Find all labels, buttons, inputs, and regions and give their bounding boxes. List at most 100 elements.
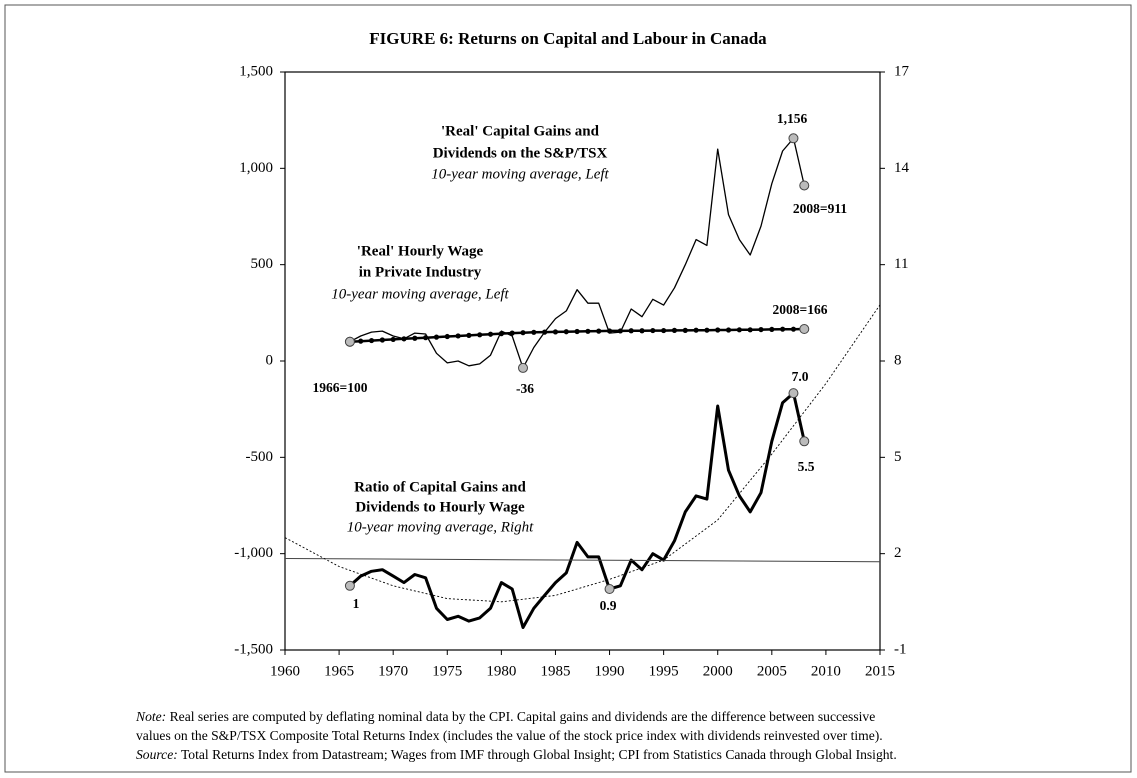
annotation: 'Real' Hourly Wage	[357, 243, 484, 259]
x-tick-label: 1970	[378, 663, 408, 679]
series-line	[349, 137, 805, 369]
series-line	[284, 558, 881, 563]
point	[758, 326, 764, 333]
point	[661, 327, 667, 334]
annotation: in Private Industry	[359, 264, 482, 280]
y-tick-label: -500	[246, 449, 274, 465]
point	[650, 327, 656, 334]
note-line: Real series are computed by deflating no…	[170, 709, 876, 724]
point	[693, 327, 699, 333]
y-tick-label: 500	[251, 256, 274, 272]
annotation: Ratio of Capital Gains and	[354, 479, 526, 495]
point	[596, 328, 602, 334]
point	[574, 328, 580, 335]
point	[487, 331, 494, 337]
x-tick-label: 1980	[486, 663, 516, 679]
point	[790, 326, 797, 332]
highlight-point	[788, 133, 799, 144]
highlight-point	[788, 388, 799, 399]
annotation: 10-year moving average, Left	[431, 166, 609, 182]
annotation: 2008=911	[793, 201, 847, 216]
point	[379, 337, 385, 343]
y2-tick-label: 2	[894, 545, 902, 561]
annotation: Dividends to Hourly Wage	[355, 499, 525, 515]
annotation: 2008=166	[773, 302, 828, 317]
point	[628, 328, 634, 334]
x-tick-label: 1965	[324, 663, 354, 679]
highlight-point	[799, 436, 810, 447]
point	[423, 335, 429, 341]
point	[682, 327, 688, 333]
point	[390, 336, 396, 343]
highlight-point	[344, 580, 355, 591]
point	[477, 332, 483, 338]
y-tick-label: 1,500	[239, 63, 273, 79]
highlight-point	[344, 336, 355, 347]
point	[509, 330, 515, 336]
point	[455, 333, 461, 339]
annotation: 5.5	[798, 459, 815, 474]
annotation: 10-year moving average, Left	[331, 286, 509, 302]
source: Source: Total Returns Index from Datastr…	[136, 747, 897, 762]
point	[444, 333, 450, 340]
point	[769, 326, 775, 333]
point	[617, 328, 623, 334]
note-line: values on the S&P/TSX Composite Total Re…	[136, 728, 883, 744]
annotation: Dividends on the S&P/TSX	[433, 145, 608, 161]
y2-tick-label: 14	[894, 160, 910, 176]
x-tick-label: 2015	[865, 663, 895, 679]
y-tick-label: 1,000	[239, 160, 273, 176]
point	[412, 335, 418, 341]
highlight-point	[518, 362, 528, 373]
series-line	[284, 304, 881, 603]
x-tick-label: 2010	[811, 663, 841, 679]
y-tick-label: -1,000	[234, 545, 273, 561]
point	[368, 337, 375, 344]
annotation: -36	[516, 381, 534, 396]
annotation: 7.0	[792, 369, 809, 384]
point	[531, 329, 537, 335]
x-tick-label: 2000	[703, 663, 733, 679]
y2-tick-label: 17	[894, 63, 910, 79]
point	[401, 336, 407, 342]
point	[563, 329, 569, 335]
y2-tick-label: 8	[894, 352, 902, 368]
point	[780, 326, 786, 332]
x-tick-label: 1960	[270, 663, 300, 679]
annotation: 0.9	[600, 598, 617, 613]
point	[725, 327, 732, 333]
point	[542, 329, 548, 335]
x-tick-label: 2005	[757, 663, 787, 679]
point	[552, 329, 559, 335]
point	[736, 327, 742, 333]
chart-title: FIGURE 6: Returns on Capital and Labour …	[369, 29, 767, 48]
x-tick-label: 1975	[432, 663, 462, 679]
point	[520, 330, 526, 336]
point	[585, 328, 591, 334]
point	[639, 328, 645, 334]
annotation: 1	[353, 596, 360, 611]
annotation: 10-year moving average, Right	[347, 519, 534, 535]
x-tick-label: 1990	[595, 663, 625, 679]
point	[498, 331, 504, 337]
y2-tick-label: 5	[894, 449, 902, 465]
note-label: Note:	[135, 709, 166, 724]
point	[358, 338, 364, 344]
point	[466, 332, 472, 338]
point	[704, 327, 710, 333]
point	[715, 327, 721, 333]
y2-tick-label: 11	[894, 256, 908, 272]
highlight-point	[604, 583, 615, 594]
series-line	[348, 391, 806, 629]
annotation: 1,156	[777, 111, 808, 126]
note: Note: Real series are computed by deflat…	[135, 709, 875, 724]
x-tick-label: 1985	[540, 663, 570, 679]
point	[433, 334, 440, 340]
highlight-point	[799, 180, 810, 191]
highlight-point	[799, 324, 810, 335]
point	[606, 328, 613, 334]
y-tick-label: 0	[266, 352, 274, 368]
annotation: 'Real' Capital Gains and	[441, 123, 600, 139]
